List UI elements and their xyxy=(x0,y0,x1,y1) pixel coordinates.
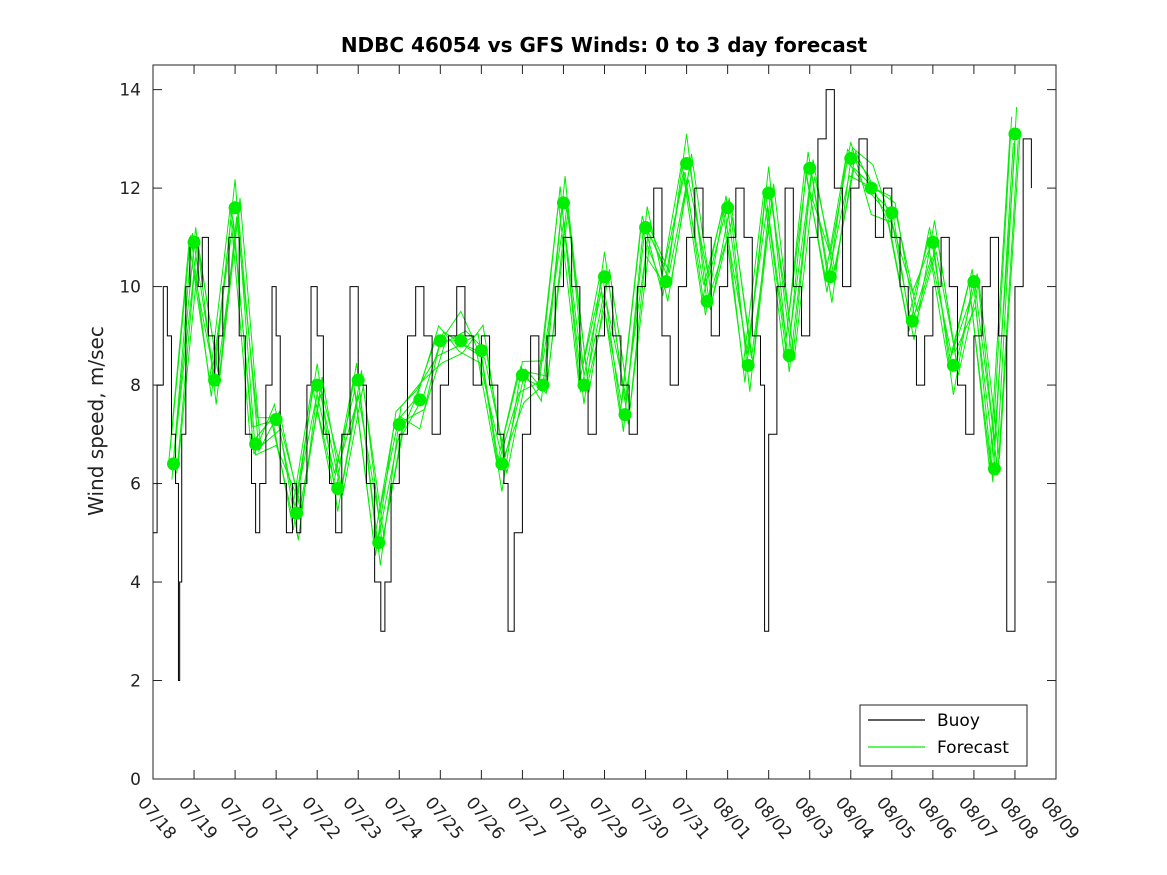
y-tick-label: 10 xyxy=(119,278,141,298)
y-tick-label: 2 xyxy=(130,672,141,692)
forecast-point xyxy=(228,201,242,215)
forecast-point xyxy=(741,358,755,372)
x-tick-label: 08/01 xyxy=(708,793,755,843)
forecast-point xyxy=(208,373,222,387)
forecast-point xyxy=(680,156,694,170)
forecast-point xyxy=(803,161,817,175)
x-tick-label: 07/27 xyxy=(503,793,550,843)
forecast-point xyxy=(659,275,673,289)
y-axis-ticks: 0 2 4 6 8 10 12 14 xyxy=(119,81,1056,790)
chart-title: NDBC 46054 vs GFS Winds: 0 to 3 day fore… xyxy=(341,33,868,57)
forecast-point xyxy=(187,235,201,249)
forecast-point xyxy=(249,437,263,451)
x-tick-label: 08/07 xyxy=(954,793,1001,843)
x-tick-label: 07/25 xyxy=(420,793,467,843)
forecast-point xyxy=(762,186,776,200)
forecast-point xyxy=(167,457,181,471)
x-tick-label: 07/31 xyxy=(667,793,714,843)
forecast-point xyxy=(905,314,919,328)
forecast-point xyxy=(331,481,345,495)
forecast-point xyxy=(310,378,324,392)
x-tick-label: 07/18 xyxy=(133,793,180,843)
y-tick-label: 8 xyxy=(130,376,141,396)
x-tick-label: 07/21 xyxy=(256,793,303,843)
forecast-point xyxy=(926,235,940,249)
x-tick-label: 07/23 xyxy=(338,793,385,843)
x-tick-label: 08/03 xyxy=(790,793,837,843)
forecast-point xyxy=(454,334,468,348)
forecast-point xyxy=(474,344,488,358)
forecast-point xyxy=(639,220,653,234)
forecast-point xyxy=(864,181,878,195)
x-tick-label: 08/06 xyxy=(913,793,960,843)
forecast-point xyxy=(946,358,960,372)
forecast-point xyxy=(967,275,981,289)
forecast-point xyxy=(495,457,509,471)
y-tick-label: 14 xyxy=(119,81,141,101)
forecast-point xyxy=(556,196,570,210)
forecast-point xyxy=(885,206,899,220)
forecast-point xyxy=(987,462,1001,476)
forecast-point xyxy=(290,506,304,520)
x-tick-label: 08/05 xyxy=(872,793,919,843)
x-tick-label: 08/02 xyxy=(749,793,796,843)
forecast-point xyxy=(782,349,796,363)
legend-box xyxy=(859,704,1028,767)
buoy-line xyxy=(153,89,1032,682)
y-axis-label: Wind speed, m/sec xyxy=(84,326,108,516)
forecast-trace xyxy=(176,140,1019,543)
x-tick-label: 07/22 xyxy=(297,793,344,843)
x-tick-label: 07/28 xyxy=(544,793,591,843)
x-tick-label: 07/24 xyxy=(379,793,426,843)
forecast-point xyxy=(515,368,529,382)
forecast-point xyxy=(269,413,283,427)
forecast-point xyxy=(1008,127,1022,141)
forecast-point xyxy=(413,393,427,407)
x-tick-label: 07/20 xyxy=(215,793,262,843)
x-tick-label: 08/08 xyxy=(995,793,1042,843)
forecast-point xyxy=(372,536,386,550)
y-tick-label: 12 xyxy=(119,179,141,199)
forecast-point xyxy=(823,270,837,284)
y-tick-label: 6 xyxy=(130,475,141,495)
y-tick-label: 4 xyxy=(130,573,141,593)
forecast-point xyxy=(433,334,447,348)
forecast-point xyxy=(536,378,550,392)
forecast-point xyxy=(844,152,858,166)
x-tick-label: 07/19 xyxy=(174,793,221,843)
forecast-point xyxy=(392,417,406,431)
legend: Buoy Forecast xyxy=(859,704,1028,767)
x-tick-label: 07/30 xyxy=(626,793,673,843)
forecast-markers xyxy=(167,127,1022,550)
x-tick-label: 07/26 xyxy=(462,793,509,843)
forecast-point xyxy=(351,373,365,387)
x-tick-label: 08/09 xyxy=(1036,793,1083,843)
forecast-point xyxy=(577,378,591,392)
forecast-point xyxy=(618,408,632,422)
forecast-trace xyxy=(177,136,1021,535)
forecast-point xyxy=(700,294,714,308)
forecast-point xyxy=(721,201,735,215)
x-tick-label: 07/29 xyxy=(585,793,632,843)
legend-forecast-label: Forecast xyxy=(937,738,1009,758)
plot-area xyxy=(152,64,1057,780)
x-tick-label: 08/04 xyxy=(831,793,878,843)
y-tick-label: 0 xyxy=(130,770,141,790)
legend-buoy-label: Buoy xyxy=(937,711,980,731)
forecast-point xyxy=(598,270,611,284)
